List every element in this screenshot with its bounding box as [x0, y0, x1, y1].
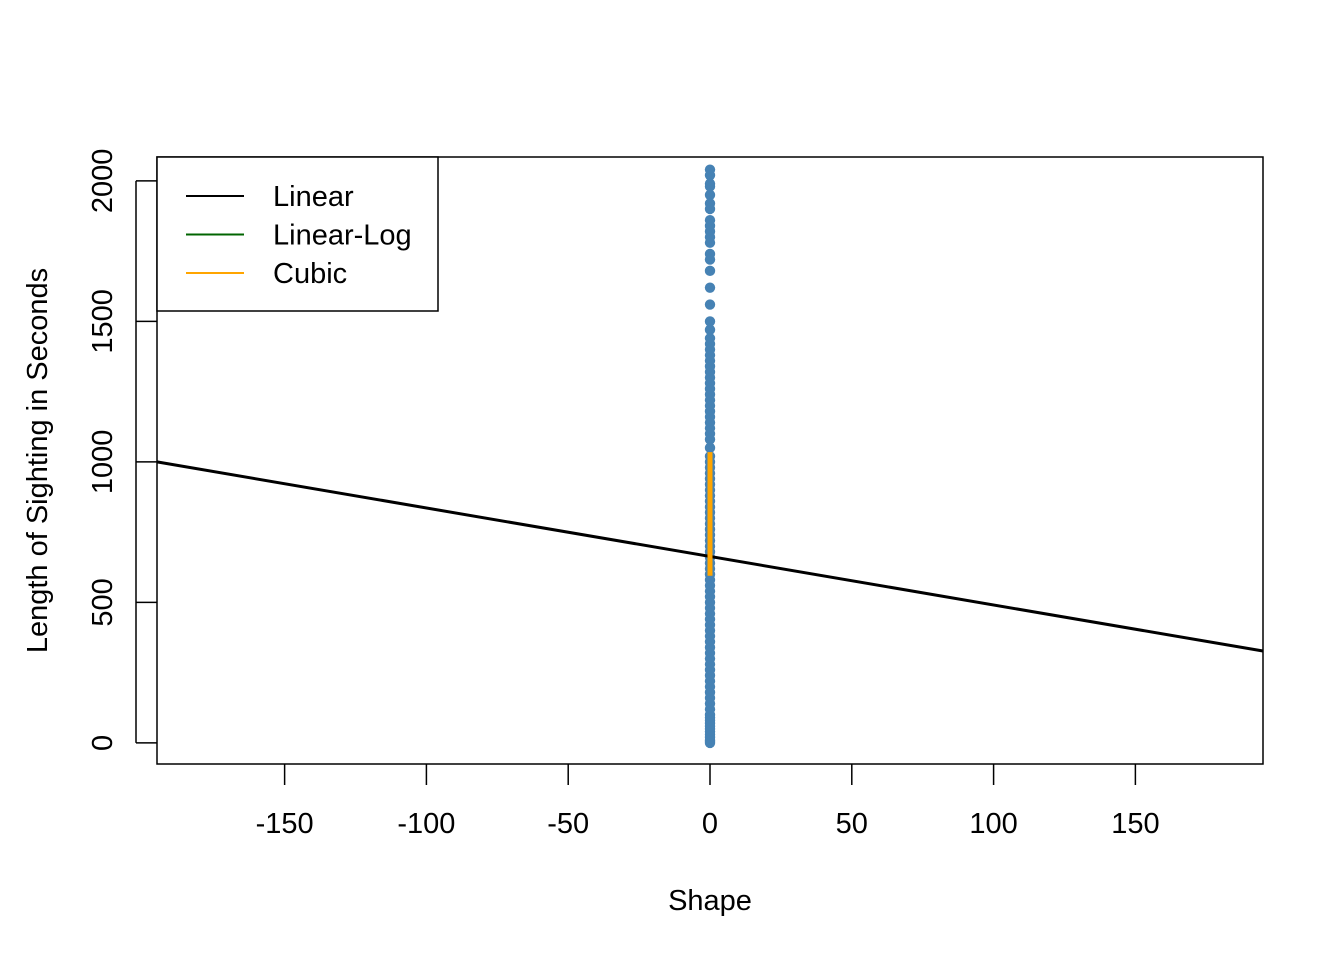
- data-point: [704, 282, 716, 293]
- legend-label: Linear-Log: [273, 220, 412, 252]
- data-point: [704, 254, 716, 265]
- legend-label: Linear: [273, 181, 354, 213]
- data-point: [704, 170, 716, 181]
- x-tick-label: 150: [1111, 808, 1159, 840]
- legend: Linear Linear-Log Cubic: [156, 156, 439, 312]
- x-tick-label: 50: [836, 808, 868, 840]
- data-point: [704, 434, 716, 445]
- y-axis-label: Length of Sighting in Seconds: [22, 268, 54, 653]
- x-tick-label: -100: [397, 808, 455, 840]
- legend-label: Cubic: [273, 258, 347, 290]
- data-point: [704, 203, 716, 215]
- y-tick-label: 1000: [87, 430, 119, 495]
- data-point: [704, 237, 716, 248]
- x-tick-label: -150: [256, 808, 314, 840]
- x-axis-label: Shape: [668, 885, 752, 917]
- y-tick-label: 2000: [87, 149, 119, 214]
- data-point: [704, 324, 716, 336]
- data-point: [704, 299, 716, 310]
- chart-marks: [156, 164, 1264, 749]
- data-point: [704, 442, 716, 454]
- x-tick-label: 0: [702, 808, 718, 840]
- data-point: [704, 181, 716, 192]
- y-tick-label: 1500: [87, 289, 119, 354]
- chart-axes: -150 -100 -50 0 50 100 1500500100015002000Shap…: [22, 149, 1264, 917]
- x-tick-label: 100: [969, 808, 1017, 840]
- data-point: [704, 265, 716, 277]
- x-tick-label: -50: [547, 808, 589, 840]
- data-point: [704, 737, 716, 749]
- data-point: [704, 316, 716, 327]
- data-point: [704, 189, 716, 201]
- y-tick-label: 0: [87, 735, 119, 751]
- y-tick-label: 500: [87, 578, 119, 626]
